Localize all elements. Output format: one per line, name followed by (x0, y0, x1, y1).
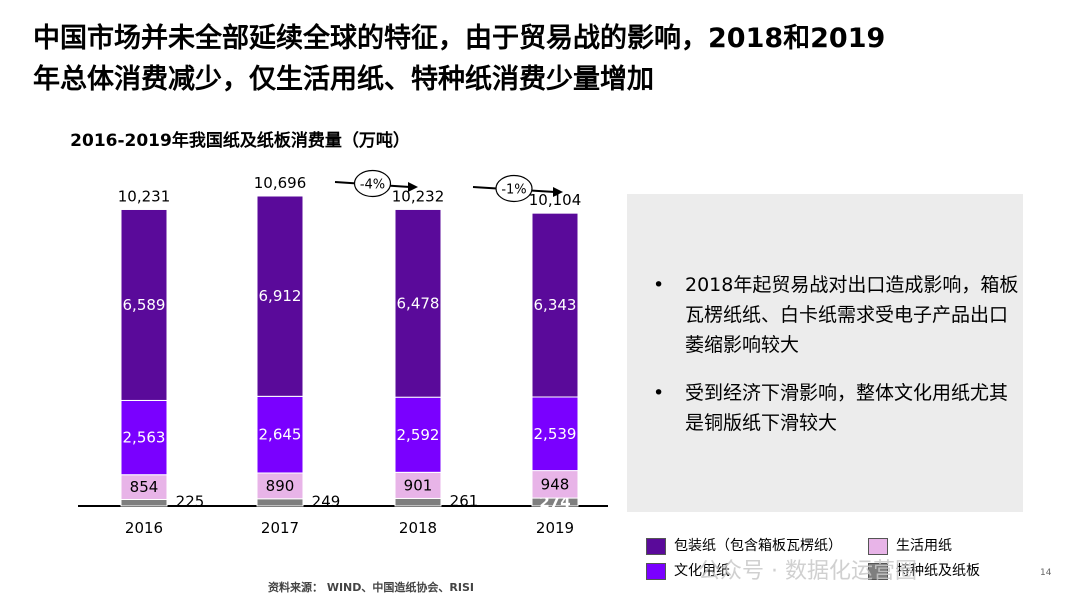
data-label: 890 (266, 477, 295, 495)
x-tick-label: 2018 (399, 519, 437, 537)
total-label: 10,696 (254, 174, 307, 192)
legend-swatch (646, 562, 666, 580)
legend-item: 包装纸（包含箱板瓦楞纸） (646, 536, 842, 556)
insight-bullet-text: 2018年起贸易战对出口造成影响，箱板瓦楞纸纸、白卡纸需求受电子产品出口萎缩影响… (685, 274, 1019, 356)
legend-swatch (868, 562, 888, 580)
title-line-1: 中国市场并未全部延续全球的特征，由于贸易战的影响，2018和2019 (33, 23, 886, 54)
data-label: 225 (176, 493, 205, 511)
data-label: 2,645 (259, 426, 302, 444)
arrow-head-icon (553, 187, 563, 197)
page-number: 14 (1040, 568, 1052, 578)
bar-segment (394, 497, 442, 507)
data-label: 2,592 (397, 426, 440, 444)
bar-segment (256, 395, 304, 474)
insight-bullet-text: 受到经济下滑影响，整体文化用纸尤其是铜版纸下滑较大 (685, 382, 1009, 434)
bar-segment (256, 195, 304, 397)
bar-segment (531, 470, 579, 499)
bar-segment (394, 208, 442, 398)
legend-swatch (646, 537, 666, 555)
chart-title: 2016-2019年我国纸及纸板消费量（万吨） (70, 131, 410, 151)
x-tick-label: 2017 (261, 519, 299, 537)
data-label: 261 (450, 492, 479, 510)
legend-label: 文化用纸 (674, 563, 730, 579)
data-label: 901 (404, 476, 433, 494)
data-label: 6,589 (123, 296, 166, 314)
source-note: 资料来源： WIND、中国造纸协会、RISI (268, 581, 474, 594)
bar-segment (120, 208, 168, 401)
legend-label: 包装纸（包含箱板瓦楞纸） (674, 538, 842, 554)
legend-item: 生活用纸 (868, 536, 952, 556)
legend-label: 生活用纸 (896, 538, 952, 554)
insight-panel: • 2018年起贸易战对出口造成影响，箱板瓦楞纸纸、白卡纸需求受电子产品出口萎缩… (627, 194, 1023, 512)
change-badge (495, 174, 533, 203)
legend-item: 文化用纸 (646, 561, 730, 581)
x-tick-label: 2016 (125, 519, 163, 537)
data-label: 6,343 (534, 296, 577, 314)
bar-segment (256, 472, 304, 500)
change-badge (353, 169, 392, 198)
data-label: 2,563 (123, 429, 166, 447)
bar-segment (394, 471, 442, 499)
bar-segment (394, 396, 442, 473)
insight-bullet: • 2018年起贸易战对出口造成影响，箱板瓦楞纸纸、白卡纸需求受电子产品出口萎缩… (653, 270, 1025, 360)
arrow-head-icon (408, 182, 418, 192)
total-label: 10,231 (118, 187, 171, 205)
total-label: 10,232 (392, 187, 445, 205)
bar-segment (256, 498, 304, 507)
data-label: 854 (130, 478, 159, 496)
change-label: -1% (501, 183, 526, 198)
bullet-dot-icon: • (653, 382, 665, 404)
stacked-bar-chart: 225 854 2,563 6,589 10,231 2016 249 890 2,645 6,9… (78, 169, 608, 537)
change-label: -4% (360, 178, 385, 193)
data-label: 249 (312, 492, 341, 510)
bar-segment (120, 498, 168, 507)
bar-segment (531, 396, 579, 472)
legend-item: 特种纸及纸板 (868, 561, 980, 581)
bar-segment (120, 399, 168, 476)
title-line-2: 年总体消费减少，仅生活用纸、特种纸消费少量增加 (33, 64, 654, 95)
page-title: 中国市场并未全部延续全球的特征，由于贸易战的影响，2018和2019 年总体消费… (33, 18, 1043, 100)
data-label: 2,539 (534, 425, 577, 443)
data-label: 948 (541, 475, 570, 493)
bar-segment (531, 212, 579, 398)
data-label: 6,478 (397, 294, 440, 312)
legend-label: 特种纸及纸板 (896, 563, 980, 579)
watermark: 公众号 · 数据化运营圈 (698, 559, 917, 584)
total-label: 10,104 (529, 191, 582, 209)
data-label: 6,912 (259, 287, 302, 305)
legend-swatch (868, 537, 888, 555)
insight-bullet: • 受到经济下滑影响，整体文化用纸尤其是铜版纸下滑较大 (653, 378, 1025, 438)
x-tick-label: 2019 (536, 519, 574, 537)
bar-segment (120, 474, 168, 500)
bullet-dot-icon: • (653, 274, 665, 296)
